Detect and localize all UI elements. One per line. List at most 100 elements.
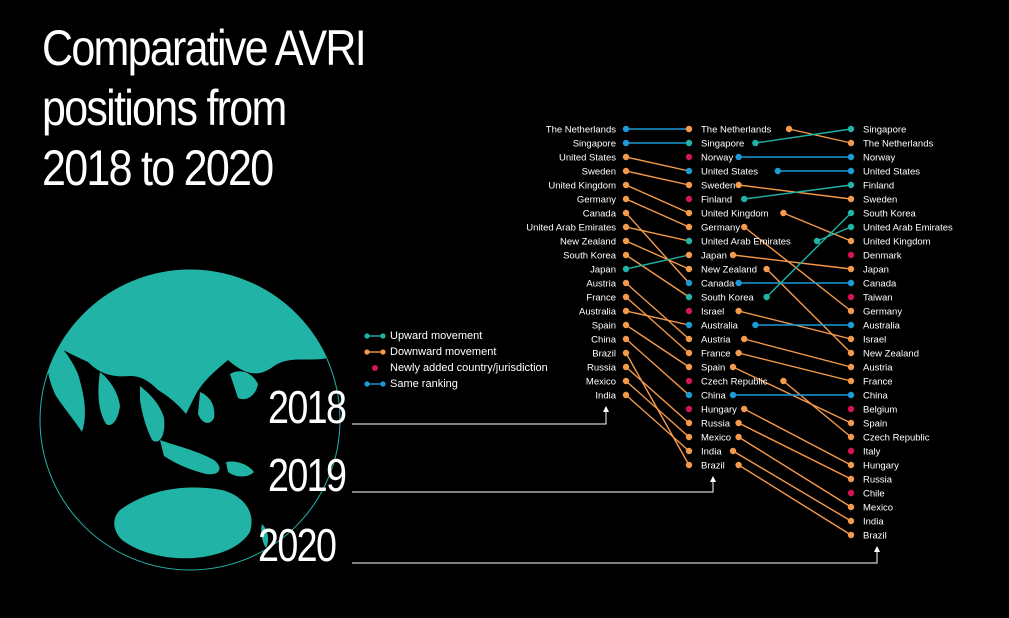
line-start-dot bbox=[735, 153, 742, 161]
dot-russia-2020 bbox=[847, 475, 855, 483]
legend-item-downward: Downward movement bbox=[364, 344, 548, 360]
label-united-kingdom-2020: United Kingdom bbox=[863, 237, 931, 248]
dot-japan-2019 bbox=[685, 251, 693, 259]
globe-landmass bbox=[40, 270, 336, 559]
line-start-dot bbox=[741, 405, 748, 413]
dot-japan-2018 bbox=[622, 265, 630, 273]
dot-china-2018 bbox=[622, 335, 630, 343]
line-start-dot bbox=[735, 279, 742, 287]
movement-line-japan-2019 bbox=[732, 254, 852, 270]
dot-india-2020 bbox=[847, 517, 855, 525]
movement-line-united-kingdom-2019 bbox=[783, 212, 852, 242]
movement-line-india-2019 bbox=[732, 450, 852, 522]
legend-item-same: Same ranking bbox=[364, 376, 548, 392]
dot-the-netherlands-2020 bbox=[847, 139, 855, 147]
label-finland-2019: Finland bbox=[701, 195, 732, 206]
movement-line-russia-2018 bbox=[625, 366, 690, 424]
label-japan-2019: Japan bbox=[701, 251, 727, 262]
dot-canada-2018 bbox=[622, 209, 630, 217]
line-start-dot bbox=[741, 335, 748, 343]
movement-line-austria-2019 bbox=[744, 338, 852, 368]
movement-line-singapore-2019 bbox=[755, 128, 852, 144]
legend-label: Upward movement bbox=[390, 330, 483, 342]
label-canada-2018: Canada bbox=[583, 209, 617, 220]
page-title: Comparative AVRI positions from 2018 to … bbox=[42, 18, 367, 198]
label-israel-2019: Israel bbox=[701, 307, 724, 318]
label-france-2019: France bbox=[701, 349, 731, 360]
label-austria-2018: Austria bbox=[586, 279, 616, 290]
dot-spain-2020 bbox=[847, 419, 855, 427]
year-label-2020: 2020 bbox=[258, 519, 337, 571]
dot-finland-2019 bbox=[685, 195, 693, 203]
movement-line-mexico-2019 bbox=[738, 436, 852, 508]
label-mexico-2019: Mexico bbox=[701, 433, 731, 444]
legend-same-icon bbox=[364, 379, 386, 389]
label-chile-2020: Chile bbox=[863, 489, 885, 500]
label-united-arab-emirates-2020: United Arab Emirates bbox=[863, 223, 953, 234]
dot-united-states-2018 bbox=[622, 153, 630, 161]
label-hungary-2019: Hungary bbox=[701, 405, 737, 416]
dot-singapore-2018 bbox=[622, 139, 630, 147]
dot-hungary-2020 bbox=[847, 461, 855, 469]
dot-australia-2020 bbox=[847, 321, 855, 329]
label-united-kingdom-2018: United Kingdom bbox=[548, 181, 616, 192]
line-start-dot bbox=[729, 363, 737, 371]
line-start-dot bbox=[741, 223, 748, 231]
label-china-2018: China bbox=[591, 335, 617, 346]
label-united-kingdom-2019: United Kingdom bbox=[701, 209, 769, 220]
label-japan-2018: Japan bbox=[590, 265, 616, 276]
label-spain-2018: Spain bbox=[592, 321, 616, 332]
dot-austria-2019 bbox=[685, 335, 693, 343]
dot-south-korea-2019 bbox=[685, 293, 693, 301]
dot-india-2019 bbox=[685, 447, 693, 455]
line-start-dot bbox=[741, 195, 748, 203]
legend-downward-icon bbox=[364, 347, 386, 357]
label-the-netherlands-2020: The Netherlands bbox=[863, 139, 933, 150]
label-taiwan-2020: Taiwan bbox=[863, 293, 893, 304]
title-line-2: positions from bbox=[42, 80, 287, 136]
label-japan-2020: Japan bbox=[863, 265, 889, 276]
movement-line-germany-2018 bbox=[625, 198, 690, 228]
movement-line-hungary-2019 bbox=[743, 408, 852, 466]
movement-line-south-korea-2018 bbox=[625, 254, 690, 298]
label-united-arab-emirates-2018: United Arab Emirates bbox=[526, 223, 616, 234]
dot-united-kingdom-2020 bbox=[847, 237, 855, 245]
label-norway-2019: Norway bbox=[701, 153, 733, 164]
label-brazil-2018: Brazil bbox=[592, 349, 616, 360]
year-pointer-2018 bbox=[352, 406, 609, 425]
movement-line-czech-republic-2019 bbox=[782, 380, 852, 438]
legend-item-new: Newly added country/jurisdiction bbox=[364, 360, 548, 376]
label-sweden-2020: Sweden bbox=[863, 195, 897, 206]
label-germany-2018: Germany bbox=[577, 195, 616, 206]
label-singapore-2020: Singapore bbox=[863, 125, 906, 136]
label-the-netherlands-2018: The Netherlands bbox=[546, 125, 616, 136]
dot-israel-2019 bbox=[685, 307, 693, 315]
dot-united-kingdom-2018 bbox=[622, 181, 630, 189]
line-start-dot bbox=[752, 139, 759, 147]
dot-brazil-2019 bbox=[685, 461, 693, 469]
dot-sweden-2018 bbox=[622, 167, 630, 175]
label-italy-2020: Italy bbox=[863, 447, 881, 458]
line-start-dot bbox=[752, 321, 759, 329]
year-label-2018: 2018 bbox=[268, 381, 347, 433]
movement-line-france-2018 bbox=[625, 296, 690, 354]
dot-united-states-2020 bbox=[847, 167, 855, 175]
dot-germany-2019 bbox=[685, 223, 693, 231]
dot-norway-2019 bbox=[685, 153, 693, 161]
movement-line-new-zealand-2019 bbox=[766, 268, 852, 354]
label-canada-2020: Canada bbox=[863, 279, 897, 290]
dot-new-zealand-2020 bbox=[847, 349, 855, 357]
movement-line-the-netherlands-2019 bbox=[788, 128, 852, 144]
label-united-states-2019: United States bbox=[701, 167, 758, 178]
label-australia-2018: Australia bbox=[579, 307, 617, 318]
label-india-2020: India bbox=[863, 517, 884, 528]
line-start-dot bbox=[735, 307, 742, 315]
country-labels: The Netherlands Singapore United States Swe… bbox=[526, 125, 953, 542]
dot-france-2019 bbox=[685, 349, 693, 357]
label-singapore-2018: Singapore bbox=[573, 139, 616, 150]
dot-sweden-2020 bbox=[847, 195, 855, 203]
label-australia-2019: Australia bbox=[701, 321, 739, 332]
legend-new-icon bbox=[364, 363, 386, 373]
dot-south-korea-2018 bbox=[622, 251, 630, 259]
